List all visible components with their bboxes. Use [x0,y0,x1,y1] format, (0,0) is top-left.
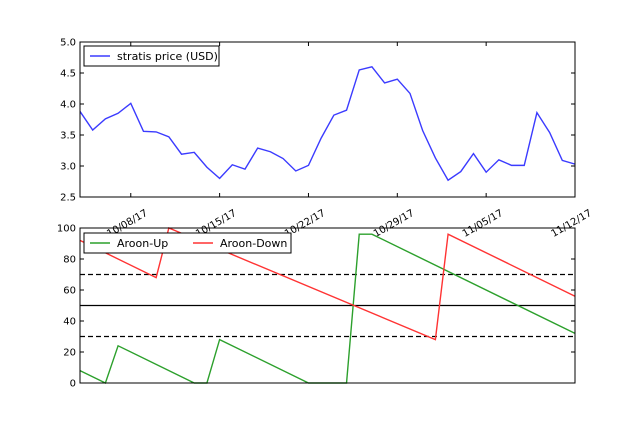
price-point [447,179,450,182]
price-legend: stratis price (USD) [83,45,220,67]
aroon-up-legend-label: Aroon-Up [117,237,168,250]
price-y-tick-label: 4.5 [60,69,76,80]
price-point [256,147,259,150]
price-point [345,109,348,112]
x-tick-label: 10/29/17 [372,208,416,240]
price-point [497,158,500,161]
aroon-up-line [79,233,576,384]
price-point [510,164,513,167]
price-point [383,81,386,84]
aroon-y-tick-label: 100 [57,224,76,235]
price-point [332,114,335,117]
aroon-series-layer [79,227,576,384]
price-point [459,170,462,173]
price-point [155,130,158,133]
price-y-tick-label: 3.5 [60,131,76,142]
price-y-tick-label: 5.0 [60,38,76,49]
price-plot-frame [79,41,576,198]
price-point [180,153,183,156]
aroon-plot-frame [79,227,576,384]
price-axis-ticks: 2.53.03.54.04.55.010/08/17 10/15/17 10/22/… [60,38,594,240]
price-point [409,92,412,95]
price-point [193,151,196,154]
price-point [282,157,285,160]
price-point [218,177,221,180]
aroon-y-tick-label: 60 [63,286,76,297]
price-series-layer [79,65,576,182]
price-line [79,66,576,182]
price-point [548,131,551,134]
price-point [472,152,475,155]
price-point [129,102,132,105]
price-y-tick-label: 3.0 [60,162,76,173]
price-panel: 2.53.03.54.04.55.010/08/17 10/15/17 10/22/… [60,38,594,240]
price-point [244,168,247,171]
price-point [485,171,488,174]
price-y-tick-label: 2.5 [60,193,76,204]
price-point [104,117,107,120]
price-point [370,65,373,68]
price-point [320,137,323,140]
price-point [307,164,310,167]
price-point [358,68,361,71]
price-point [231,163,234,166]
x-tick-label: 11/05/17 [461,208,505,240]
aroon-down-line [79,227,576,341]
price-point [421,129,424,132]
price-legend-label: stratis price (USD) [117,50,218,63]
price-point [396,78,399,81]
price-point [205,166,208,169]
price-point [269,150,272,153]
price-point [91,129,94,132]
price-point [561,159,564,162]
price-y-tick-label: 4.0 [60,100,76,111]
aroon-y-tick-label: 40 [63,317,76,328]
x-tick-label: 11/12/17 [550,208,594,240]
price-point [117,112,120,115]
aroon-y-tick-label: 20 [63,348,76,359]
price-point [142,130,145,133]
price-legend-box [83,45,220,67]
aroon-legend-box [83,232,292,254]
aroon-legend: Aroon-Up Aroon-Down [83,232,292,254]
aroon-y-tick-label: 0 [70,379,76,390]
aroon-down-legend-label: Aroon-Down [220,237,287,250]
aroon-panel: 0 20 40 60 80 100 Aroon-Up Aroon-Down [57,224,576,390]
aroon-y-tick-label: 80 [63,255,76,266]
price-point [535,111,538,114]
price-point [167,135,170,138]
price-point [434,156,437,159]
price-point [523,164,526,167]
price-point [294,169,297,172]
aroon-reference-lines [80,273,575,338]
